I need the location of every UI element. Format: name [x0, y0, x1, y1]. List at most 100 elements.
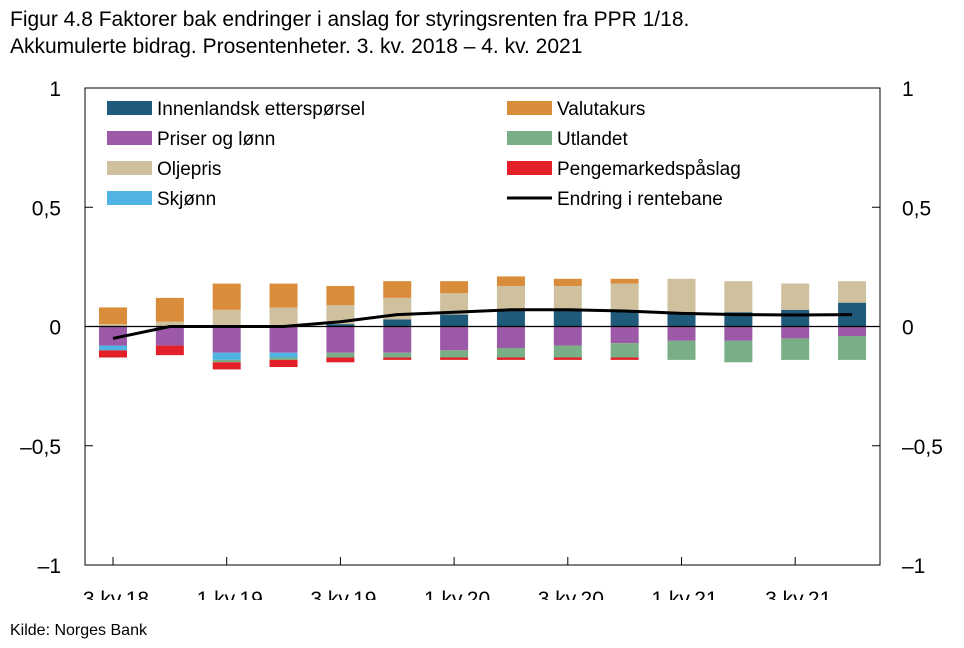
source-note: Kilde: Norges Bank: [10, 622, 147, 639]
x-tick-label: 1.kv.20: [424, 588, 490, 600]
legend-label: Oljepris: [157, 159, 221, 180]
legend-label: Utlandet: [557, 129, 628, 150]
bar-priser-og-lonn: [610, 326, 639, 344]
bar-oljepris: [496, 285, 525, 310]
bar-pengemarkedspaslag: [99, 350, 127, 358]
y-tick-label-left: 1: [49, 78, 61, 101]
bar-priser-og-lonn: [269, 326, 298, 353]
bar-utlandet: [667, 340, 696, 360]
bar-priser-og-lonn: [553, 326, 582, 346]
x-tick-label: 1.kv.21: [651, 588, 717, 600]
chart-subtitle: Akkumulerte bidrag. Prosentenheter. 3. k…: [10, 35, 583, 58]
x-tick-label: 3.kv.19: [310, 588, 376, 600]
bar-valutakurs: [610, 278, 639, 284]
bar-innenlandsk-ettersporsel: [440, 314, 469, 327]
bar-innenlandsk-ettersporsel: [326, 324, 355, 327]
bar-pengemarkedspaslag: [496, 357, 525, 360]
bar-skjonn: [212, 352, 241, 360]
bar-valutakurs: [212, 283, 241, 310]
bar-innenlandsk-ettersporsel: [383, 319, 412, 327]
bar-oljepris: [781, 283, 810, 310]
bar-oljepris: [212, 309, 241, 327]
bar-pengemarkedspaslag: [212, 362, 241, 370]
y-tick-label-left: 0: [49, 317, 61, 340]
bar-pengemarkedspaslag: [610, 357, 639, 360]
bar-innenlandsk-ettersporsel: [667, 312, 696, 327]
bar-utlandet: [269, 357, 298, 360]
bar-oljepris: [440, 293, 469, 315]
bar-utlandet: [838, 336, 867, 360]
y-tick-label-right: –1: [902, 555, 925, 578]
legend-label: Endring i rentebane: [557, 189, 723, 210]
y-tick-label-right: 0,5: [902, 197, 931, 220]
bar-utlandet: [610, 343, 639, 358]
y-tick-label-left: 0,5: [32, 197, 61, 220]
bar-pengemarkedspaslag: [326, 357, 355, 363]
bar-skjonn: [269, 352, 298, 358]
bar-valutakurs: [326, 285, 355, 306]
x-tick-label: 3.kv.18: [83, 588, 149, 600]
bar-utlandet: [553, 345, 582, 358]
bar-oljepris: [724, 281, 753, 313]
bar-valutakurs: [269, 283, 298, 308]
bar-priser-og-lonn: [212, 326, 241, 353]
bar-priser-og-lonn: [724, 326, 753, 341]
bar-oljepris: [610, 283, 639, 310]
bar-priser-og-lonn: [838, 326, 867, 337]
legend-swatch-valutakurs: [507, 101, 552, 115]
bar-innenlandsk-ettersporsel: [610, 309, 639, 327]
bar-priser-og-lonn: [99, 326, 127, 346]
bar-priser-og-lonn: [383, 326, 412, 353]
bar-utlandet: [383, 352, 412, 358]
bar-pengemarkedspaslag: [440, 357, 469, 360]
chart-title: Figur 4.8 Faktorer bak endringer i ansla…: [10, 8, 690, 31]
bar-utlandet: [212, 359, 241, 363]
legend-label: Skjønn: [157, 189, 216, 210]
bar-priser-og-lonn: [781, 326, 810, 339]
bar-innenlandsk-ettersporsel: [496, 309, 525, 327]
bar-oljepris: [553, 285, 582, 310]
bar-skjonn: [99, 345, 127, 351]
y-tick-label-right: 1: [902, 78, 914, 101]
bar-innenlandsk-ettersporsel: [781, 309, 810, 327]
bar-oljepris: [155, 321, 184, 327]
legend-swatch-oljepris: [107, 161, 152, 175]
legend-label: Pengemarkedspåslag: [557, 159, 741, 180]
bar-priser-og-lonn: [440, 326, 469, 351]
y-tick-label-right: –0,5: [902, 436, 943, 459]
legend-swatch-innenlandsk-ettersporsel: [107, 101, 152, 115]
legend-label: Valutakurs: [557, 99, 645, 120]
bar-utlandet: [724, 340, 753, 363]
bar-utlandet: [440, 350, 469, 358]
bar-valutakurs: [440, 281, 469, 294]
bar-oljepris: [667, 278, 696, 313]
bar-pengemarkedspaslag: [155, 345, 184, 356]
bar-priser-og-lonn: [326, 326, 355, 353]
x-tick-label: 1.kv.19: [197, 588, 263, 600]
y-tick-label-right: 0: [902, 317, 914, 340]
y-tick-label-left: –0,5: [20, 436, 61, 459]
bar-pengemarkedspaslag: [553, 357, 582, 360]
legend-swatch-utlandet: [507, 131, 552, 145]
legend-label: Innenlandsk etterspørsel: [157, 99, 365, 120]
line-endring-i-rentebane: [112, 308, 853, 340]
legend-swatch-pengemarkedspaslag: [507, 161, 552, 175]
bar-oljepris: [99, 324, 127, 327]
bar-pengemarkedspaslag: [269, 359, 298, 368]
bar-utlandet: [781, 338, 810, 360]
bar-valutakurs: [155, 297, 184, 322]
bar-valutakurs: [553, 278, 582, 286]
bar-pengemarkedspaslag: [383, 357, 412, 360]
x-tick-label: 3.kv.20: [538, 588, 604, 600]
bar-priser-og-lonn: [496, 326, 525, 348]
chart-area: 1 1 0,5 0,5 0 0 –0,5 –0,5 –1 –1 3.kv.18 1.kv.19 3.kv…: [20, 78, 943, 600]
bar-utlandet: [496, 347, 525, 358]
x-tick-label: 3.kv.21: [765, 588, 831, 600]
bar-priser-og-lonn: [155, 326, 184, 346]
y-tick-label-left: –1: [38, 555, 61, 578]
legend-swatch-skjonn: [107, 191, 152, 205]
bar-utlandet: [326, 352, 355, 358]
legend-swatch-priser-og-lonn: [107, 131, 152, 145]
bar-innenlandsk-ettersporsel: [553, 309, 582, 327]
bar-priser-og-lonn: [667, 326, 696, 341]
